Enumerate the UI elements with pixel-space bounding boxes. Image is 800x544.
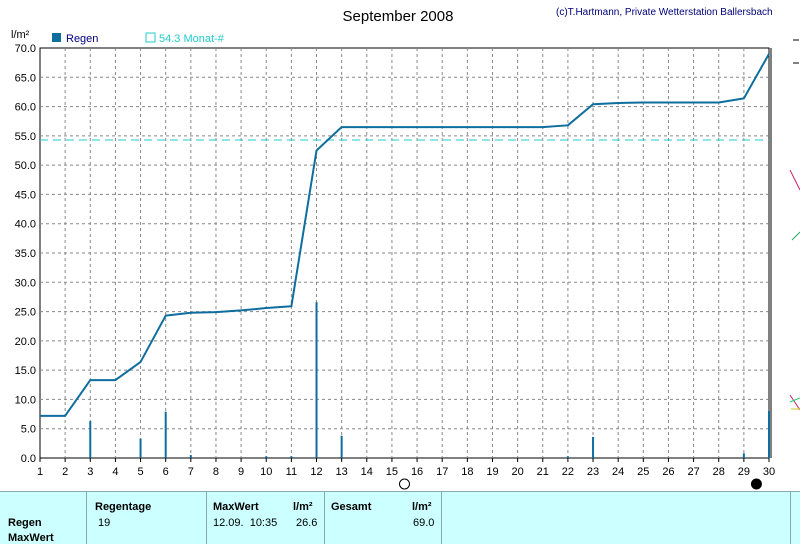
cumulative-rain-line xyxy=(40,53,770,417)
y-tick-label: 10.0 xyxy=(15,394,36,406)
x-tick-label: 25 xyxy=(637,466,649,478)
daily-rain-bar xyxy=(566,456,569,458)
daily-rain-bar xyxy=(139,438,142,458)
x-tick-label: 29 xyxy=(738,466,750,478)
y-tick-label: 25.0 xyxy=(15,307,36,319)
daily-rain-bar xyxy=(768,411,770,458)
copyright-text: (c)T.Hartmann, Private Wetterstation Bal… xyxy=(556,7,773,18)
x-tick-label: 10 xyxy=(260,466,272,478)
x-tick-labels: 1 2 3 4 5 6 7 8 9 10 11 12 13 14 15 16 17 18 19 20 21 22 23 24 2… xyxy=(37,458,775,478)
stats-divider xyxy=(86,492,87,544)
grid xyxy=(40,48,769,458)
y-tick-label: 15.0 xyxy=(15,365,36,377)
x-tick-label: 24 xyxy=(612,466,624,478)
stats-divider xyxy=(441,492,442,544)
stats-divider xyxy=(206,492,207,544)
stats-divider xyxy=(324,492,325,544)
stats-divider xyxy=(790,492,791,544)
daily-rain-bar xyxy=(592,436,595,458)
new-moon-marker xyxy=(750,478,762,490)
y-tick-label: 20.0 xyxy=(15,336,36,348)
x-tick-label: 14 xyxy=(361,466,373,478)
gesamt-header: Gesamt xyxy=(331,501,372,513)
maxwert-date: 12.09. 10:35 xyxy=(213,517,278,529)
y-tick-label: 65.0 xyxy=(15,72,36,84)
x-tick-label: 21 xyxy=(537,466,549,478)
x-tick-label: 11 xyxy=(286,466,297,478)
x-tick-label: 9 xyxy=(238,466,244,478)
row-label-regen: Regen xyxy=(8,517,42,529)
x-tick-label: 7 xyxy=(188,466,194,478)
x-tick-label: 5 xyxy=(137,466,143,478)
legend-average-label: 54.3 Monat-# xyxy=(159,33,225,45)
y-tick-label: 55.0 xyxy=(15,131,36,143)
x-tick-label: 8 xyxy=(213,466,219,478)
x-tick-label: 22 xyxy=(562,466,574,478)
x-tick-label: 18 xyxy=(461,466,473,478)
x-tick-label: 30 xyxy=(763,466,775,478)
daily-rain-bar xyxy=(164,411,167,458)
y-tick-label: 45.0 xyxy=(15,189,36,201)
y-tick-label: 70.0 xyxy=(15,43,36,55)
x-tick-label: 12 xyxy=(310,466,322,478)
row-label-maxwert: MaxWert xyxy=(8,532,54,544)
daily-bars xyxy=(89,302,770,458)
y-tick-label: 5.0 xyxy=(21,424,36,436)
daily-rain-bar xyxy=(340,435,343,458)
daily-rain-bar xyxy=(189,455,192,458)
y-tick-label: 60.0 xyxy=(15,102,36,114)
legend-rain-label: Regen xyxy=(66,33,98,45)
legend-average-swatch xyxy=(145,32,156,43)
maxwert-unit: l/m² xyxy=(293,501,313,513)
x-tick-label: 27 xyxy=(687,466,699,478)
x-tick-label: 26 xyxy=(662,466,674,478)
x-tick-label: 3 xyxy=(87,466,93,478)
y-axis-unit: l/m² xyxy=(11,29,30,41)
maxwert-value: 26.6 xyxy=(296,517,318,529)
maxwert-header: MaxWert xyxy=(213,501,259,513)
moon-phases xyxy=(399,478,762,490)
x-tick-label: 28 xyxy=(713,466,725,478)
x-tick-label: 19 xyxy=(486,466,498,478)
x-tick-label: 23 xyxy=(587,466,599,478)
x-tick-label: 2 xyxy=(62,466,68,478)
regentage-header: Regentage xyxy=(95,501,152,513)
statistics-panel: Regen MaxWert Regentage 19 MaxWert l/m² … xyxy=(0,491,800,544)
right-edge-decoration xyxy=(770,39,800,458)
x-tick-label: 4 xyxy=(112,466,118,478)
chart-title: September 2008 xyxy=(343,8,454,25)
y-tick-labels: 0.0 5.0 10.0 15.0 20.0 25.0 30.0 35.0 40.0 45.0 50… xyxy=(15,43,36,465)
gesamt-unit: l/m² xyxy=(412,501,432,513)
daily-rain-bar xyxy=(742,453,745,458)
x-tick-label: 17 xyxy=(436,466,448,478)
x-tick-label: 15 xyxy=(386,466,398,478)
x-tick-label: 16 xyxy=(411,466,423,478)
legend-rain-swatch xyxy=(52,33,61,42)
daily-rain-bar xyxy=(265,456,268,458)
rain-chart: September 2008 (c)T.Hartmann, Private We… xyxy=(11,7,800,490)
daily-rain-bar xyxy=(290,456,293,458)
legend: Regen 54.3 Monat-# xyxy=(52,32,225,45)
x-tick-label: 1 xyxy=(37,466,43,478)
y-tick-label: 35.0 xyxy=(15,248,36,260)
gesamt-value: 69.0 xyxy=(413,517,435,529)
regentage-value: 19 xyxy=(98,517,111,529)
cumulative-line-group xyxy=(40,53,770,417)
y-tick-label: 40.0 xyxy=(15,219,36,231)
x-tick-label: 6 xyxy=(163,466,169,478)
y-tick-label: 30.0 xyxy=(15,277,36,289)
daily-rain-bar xyxy=(89,421,92,458)
x-tick-label: 20 xyxy=(511,466,523,478)
full-moon-marker xyxy=(399,478,410,490)
x-tick-label: 13 xyxy=(336,466,348,478)
y-tick-label: 50.0 xyxy=(15,160,36,172)
y-tick-label: 0.0 xyxy=(21,453,36,465)
daily-rain-bar xyxy=(315,302,318,458)
